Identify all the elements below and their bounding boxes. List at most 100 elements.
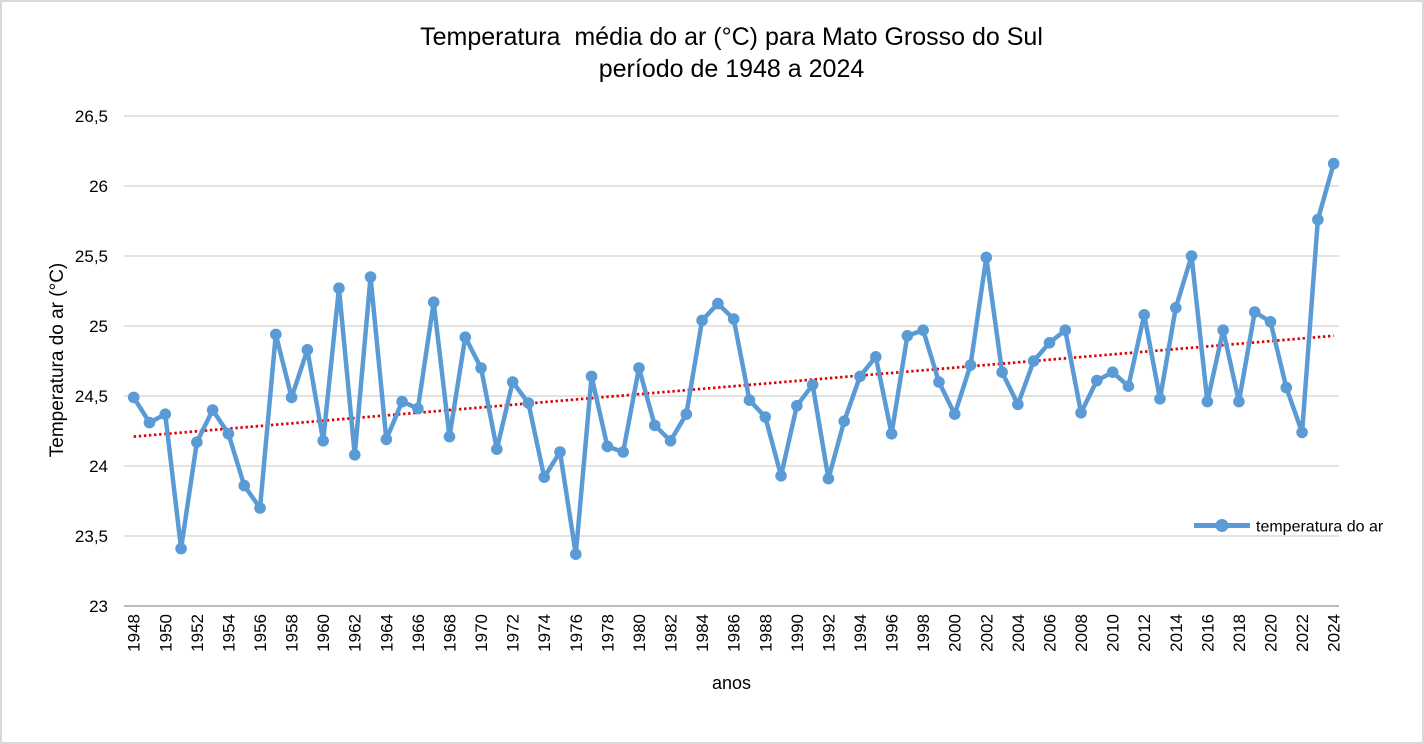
data-point (348, 449, 361, 461)
data-point (380, 433, 393, 446)
data-point (1296, 426, 1308, 439)
data-point (980, 251, 993, 264)
x-tick-label: 1952 (188, 614, 207, 652)
data-point (996, 366, 1008, 379)
data-point (806, 379, 819, 391)
data-point (127, 391, 140, 404)
x-tick-label: 1964 (377, 614, 396, 652)
x-tick-label: 1990 (788, 614, 807, 652)
data-point (964, 359, 977, 372)
x-tick-label: 1992 (819, 614, 838, 652)
x-tick-label: 1948 (125, 614, 144, 652)
data-point (1091, 374, 1103, 387)
data-point (1138, 309, 1150, 321)
data-point (1248, 306, 1261, 318)
data-point (885, 428, 898, 440)
data-point (222, 428, 235, 440)
data-point (948, 408, 961, 421)
data-point (443, 430, 456, 443)
data-point (1043, 337, 1056, 349)
data-point (1012, 398, 1024, 411)
x-tick-label: 2004 (1009, 614, 1028, 652)
x-tick-label: 1958 (283, 614, 302, 652)
x-tick-label: 2018 (1230, 614, 1249, 652)
data-point (1185, 250, 1198, 262)
x-tick-label: 1974 (535, 614, 554, 652)
data-point (1217, 324, 1229, 337)
x-tick-label: 2012 (1135, 614, 1154, 652)
x-tick-label: 2022 (1293, 614, 1312, 652)
x-tick-label: 1976 (567, 614, 586, 652)
data-point (333, 282, 345, 295)
data-point (617, 446, 629, 458)
data-point (601, 440, 614, 453)
x-tick-label: 2000 (946, 614, 965, 652)
data-point (743, 394, 756, 407)
x-tick-label: 1980 (630, 614, 649, 652)
x-tick-label: 1986 (725, 614, 744, 652)
data-point (869, 351, 882, 363)
data-point (238, 479, 251, 492)
chart-subtitle: período de 1948 a 2024 (598, 55, 865, 83)
data-point (1059, 324, 1072, 337)
data-point (143, 416, 156, 429)
x-tick-label: 1982 (662, 614, 681, 652)
y-tick-label: 23,5 (75, 527, 108, 546)
x-tick-label: 1968 (440, 614, 459, 652)
x-tick-label: 1994 (851, 614, 870, 652)
data-point (1327, 157, 1340, 170)
data-point (775, 470, 787, 482)
x-tick-label: 1998 (914, 614, 933, 652)
data-point (727, 313, 740, 325)
data-point (1169, 302, 1182, 314)
data-point (933, 376, 945, 388)
data-point (585, 370, 598, 383)
x-tick-label: 2020 (1262, 614, 1281, 652)
data-point (270, 328, 282, 341)
x-tick-label: 1966 (409, 614, 428, 652)
data-point (317, 435, 329, 447)
x-tick-label: 2002 (977, 614, 996, 652)
data-point (1312, 213, 1324, 226)
data-point (759, 411, 772, 423)
trendline (133, 334, 1334, 438)
data-point (412, 402, 424, 415)
data-point (838, 415, 851, 428)
x-tick-label: 1954 (219, 614, 238, 652)
x-tick-label: 1972 (504, 614, 523, 652)
data-point (554, 446, 566, 458)
data-point (522, 397, 535, 409)
x-tick-label: 2008 (1072, 614, 1091, 652)
data-point (791, 400, 803, 412)
data-point (822, 472, 835, 485)
data-point (901, 330, 914, 342)
x-tick-label: 1956 (251, 614, 270, 652)
data-point (538, 471, 551, 484)
data-point (1075, 407, 1087, 419)
x-tick-label: 1978 (598, 614, 617, 652)
chart-title-block: Temperatura média do ar (°C) para Mato G… (2, 21, 1422, 85)
x-tick-label: 2024 (1325, 614, 1344, 652)
data-point (680, 408, 693, 421)
x-tick-label: 1996 (883, 614, 902, 652)
y-tick-label: 26 (89, 177, 108, 196)
y-tick-label: 25,5 (75, 247, 108, 266)
data-point (285, 391, 298, 404)
x-tick-label: 1962 (346, 614, 365, 652)
data-point (664, 435, 677, 447)
data-point (427, 296, 440, 309)
y-tick-label: 24,5 (75, 387, 108, 406)
data-point (491, 443, 503, 456)
y-tick-label: 25 (89, 317, 108, 336)
legend-label[interactable]: temperatura do ar (1256, 519, 1384, 536)
data-point (1106, 366, 1119, 379)
y-tick-label: 24 (89, 457, 108, 476)
x-tick-label: 1970 (472, 614, 491, 652)
y-tick-label: 23 (89, 597, 108, 616)
x-tick-label: 1988 (756, 614, 775, 652)
data-point (648, 419, 661, 432)
x-tick-label: 1960 (314, 614, 333, 652)
data-point (1264, 316, 1277, 328)
